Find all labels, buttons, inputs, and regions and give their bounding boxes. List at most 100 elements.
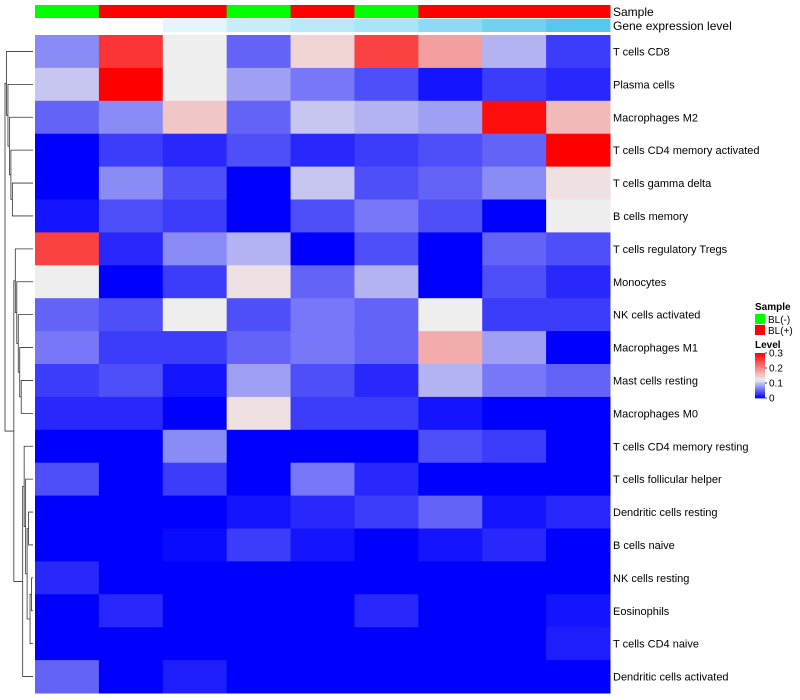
heatmap-cell — [290, 133, 355, 168]
heatmap-cell — [226, 627, 292, 661]
heatmap-cell — [482, 35, 547, 69]
color-scale-step — [755, 356, 765, 358]
heatmap-cell — [35, 364, 100, 398]
sample-annotation-cell — [98, 5, 164, 18]
heatmap-cell — [290, 627, 355, 661]
heatmap-cell — [35, 35, 100, 69]
heatmap-cell — [226, 35, 292, 69]
heatmap-cell — [354, 594, 419, 628]
color-scale-step — [755, 372, 765, 375]
heatmap-cell — [98, 133, 164, 168]
heatmap-cell — [546, 528, 611, 562]
sample-annotation-cell — [226, 5, 292, 18]
heatmap-cell — [226, 100, 292, 135]
heatmap-cell — [290, 364, 355, 398]
dendrogram-branch — [6, 51, 33, 116]
heatmap-cell — [418, 364, 483, 398]
heatmap-cell — [290, 429, 355, 464]
heatmap-cell — [226, 462, 292, 497]
heatmap-cell — [482, 232, 547, 266]
heatmap-cell — [226, 396, 292, 431]
row-label: T cells CD4 naive — [613, 639, 699, 651]
heatmap-cell — [418, 528, 483, 562]
dendrogram-branch — [7, 83, 33, 147]
heatmap-cell — [482, 561, 547, 595]
heatmap-cell — [418, 495, 483, 529]
color-scale-step — [755, 369, 765, 372]
heatmap-cell — [418, 331, 483, 365]
heatmap-cell — [546, 265, 611, 299]
heatmap-cell — [418, 232, 483, 266]
heatmap-cell — [35, 627, 100, 661]
heatmap-cell — [98, 67, 164, 102]
heatmap-cell — [354, 67, 419, 102]
gene-level-annotation-cell — [290, 19, 355, 32]
gene-level-annotation-cell — [418, 19, 483, 32]
heatmap-cell — [290, 166, 355, 200]
heatmap-cell — [226, 364, 292, 398]
heatmap-cell — [546, 331, 611, 365]
heatmap-cell — [162, 594, 228, 628]
gene-level-annotation-cell — [35, 19, 100, 32]
heatmap-cell — [418, 133, 483, 168]
dendrogram-branch — [20, 380, 33, 414]
heatmap-cell — [162, 396, 228, 431]
heatmap-cell — [482, 199, 547, 233]
heatmap-cell — [162, 35, 228, 69]
heatmap-cell — [162, 100, 228, 135]
heatmap-cell — [290, 495, 355, 529]
heatmap-cell — [290, 331, 355, 365]
heatmap-cell — [226, 528, 292, 562]
heatmap-cell — [354, 561, 419, 595]
heatmap-cell — [98, 364, 164, 398]
color-scale-tick-label: 0 — [769, 394, 775, 405]
heatmap-cell — [290, 35, 355, 69]
dendrogram-branch — [11, 182, 33, 217]
heatmap-cell — [546, 627, 611, 661]
heatmap-cell — [98, 660, 164, 694]
sample-annotation-cell — [354, 5, 419, 18]
heatmap-cell — [354, 232, 419, 266]
heatmap-cell — [354, 166, 419, 200]
gene-level-annotation-cell — [482, 19, 547, 32]
heatmap-cell — [418, 100, 483, 135]
color-scale-step — [755, 390, 765, 393]
heatmap-cell — [482, 495, 547, 529]
row-label: T cells follicular helper — [613, 474, 722, 486]
heatmap-cell — [354, 133, 419, 168]
row-label: T cells CD4 memory resting — [613, 441, 749, 453]
sample-annotation-cell — [546, 5, 611, 18]
heatmap-cell — [162, 462, 228, 497]
heatmap-cell — [226, 331, 292, 365]
heatmap-cell — [418, 298, 483, 332]
heatmap-cell — [98, 35, 164, 69]
heatmap-cell — [418, 199, 483, 233]
heatmap-cell — [162, 166, 228, 200]
color-scale-tick-label: 0.3 — [769, 349, 783, 360]
heatmap-cell — [546, 396, 611, 431]
color-scale-step — [755, 374, 765, 376]
heatmap-cell — [290, 265, 355, 299]
heatmap-cell — [35, 561, 100, 595]
heatmap-cell — [162, 660, 228, 694]
heatmap-cell — [354, 265, 419, 299]
heatmap-cell — [35, 199, 100, 233]
color-scale-step — [755, 380, 765, 382]
heatmap-cell — [354, 528, 419, 562]
heatmap-cell — [162, 265, 228, 299]
heatmap-cell — [354, 35, 419, 69]
sample-annotation-cell — [35, 5, 100, 18]
heatmap-cell — [354, 462, 419, 497]
dendrogram-branch — [28, 511, 33, 546]
color-scale-step — [755, 389, 765, 391]
heatmap-cell — [290, 396, 355, 431]
color-scale-step — [755, 363, 765, 366]
heatmap-cell — [482, 660, 547, 694]
heatmap-cell — [546, 100, 611, 135]
heatmap-cell — [546, 462, 611, 497]
heatmap-cell — [482, 331, 547, 365]
dendrogram-branch — [10, 149, 33, 200]
dendrogram-branch — [23, 445, 33, 527]
legend-label: BL(+) — [768, 326, 793, 337]
